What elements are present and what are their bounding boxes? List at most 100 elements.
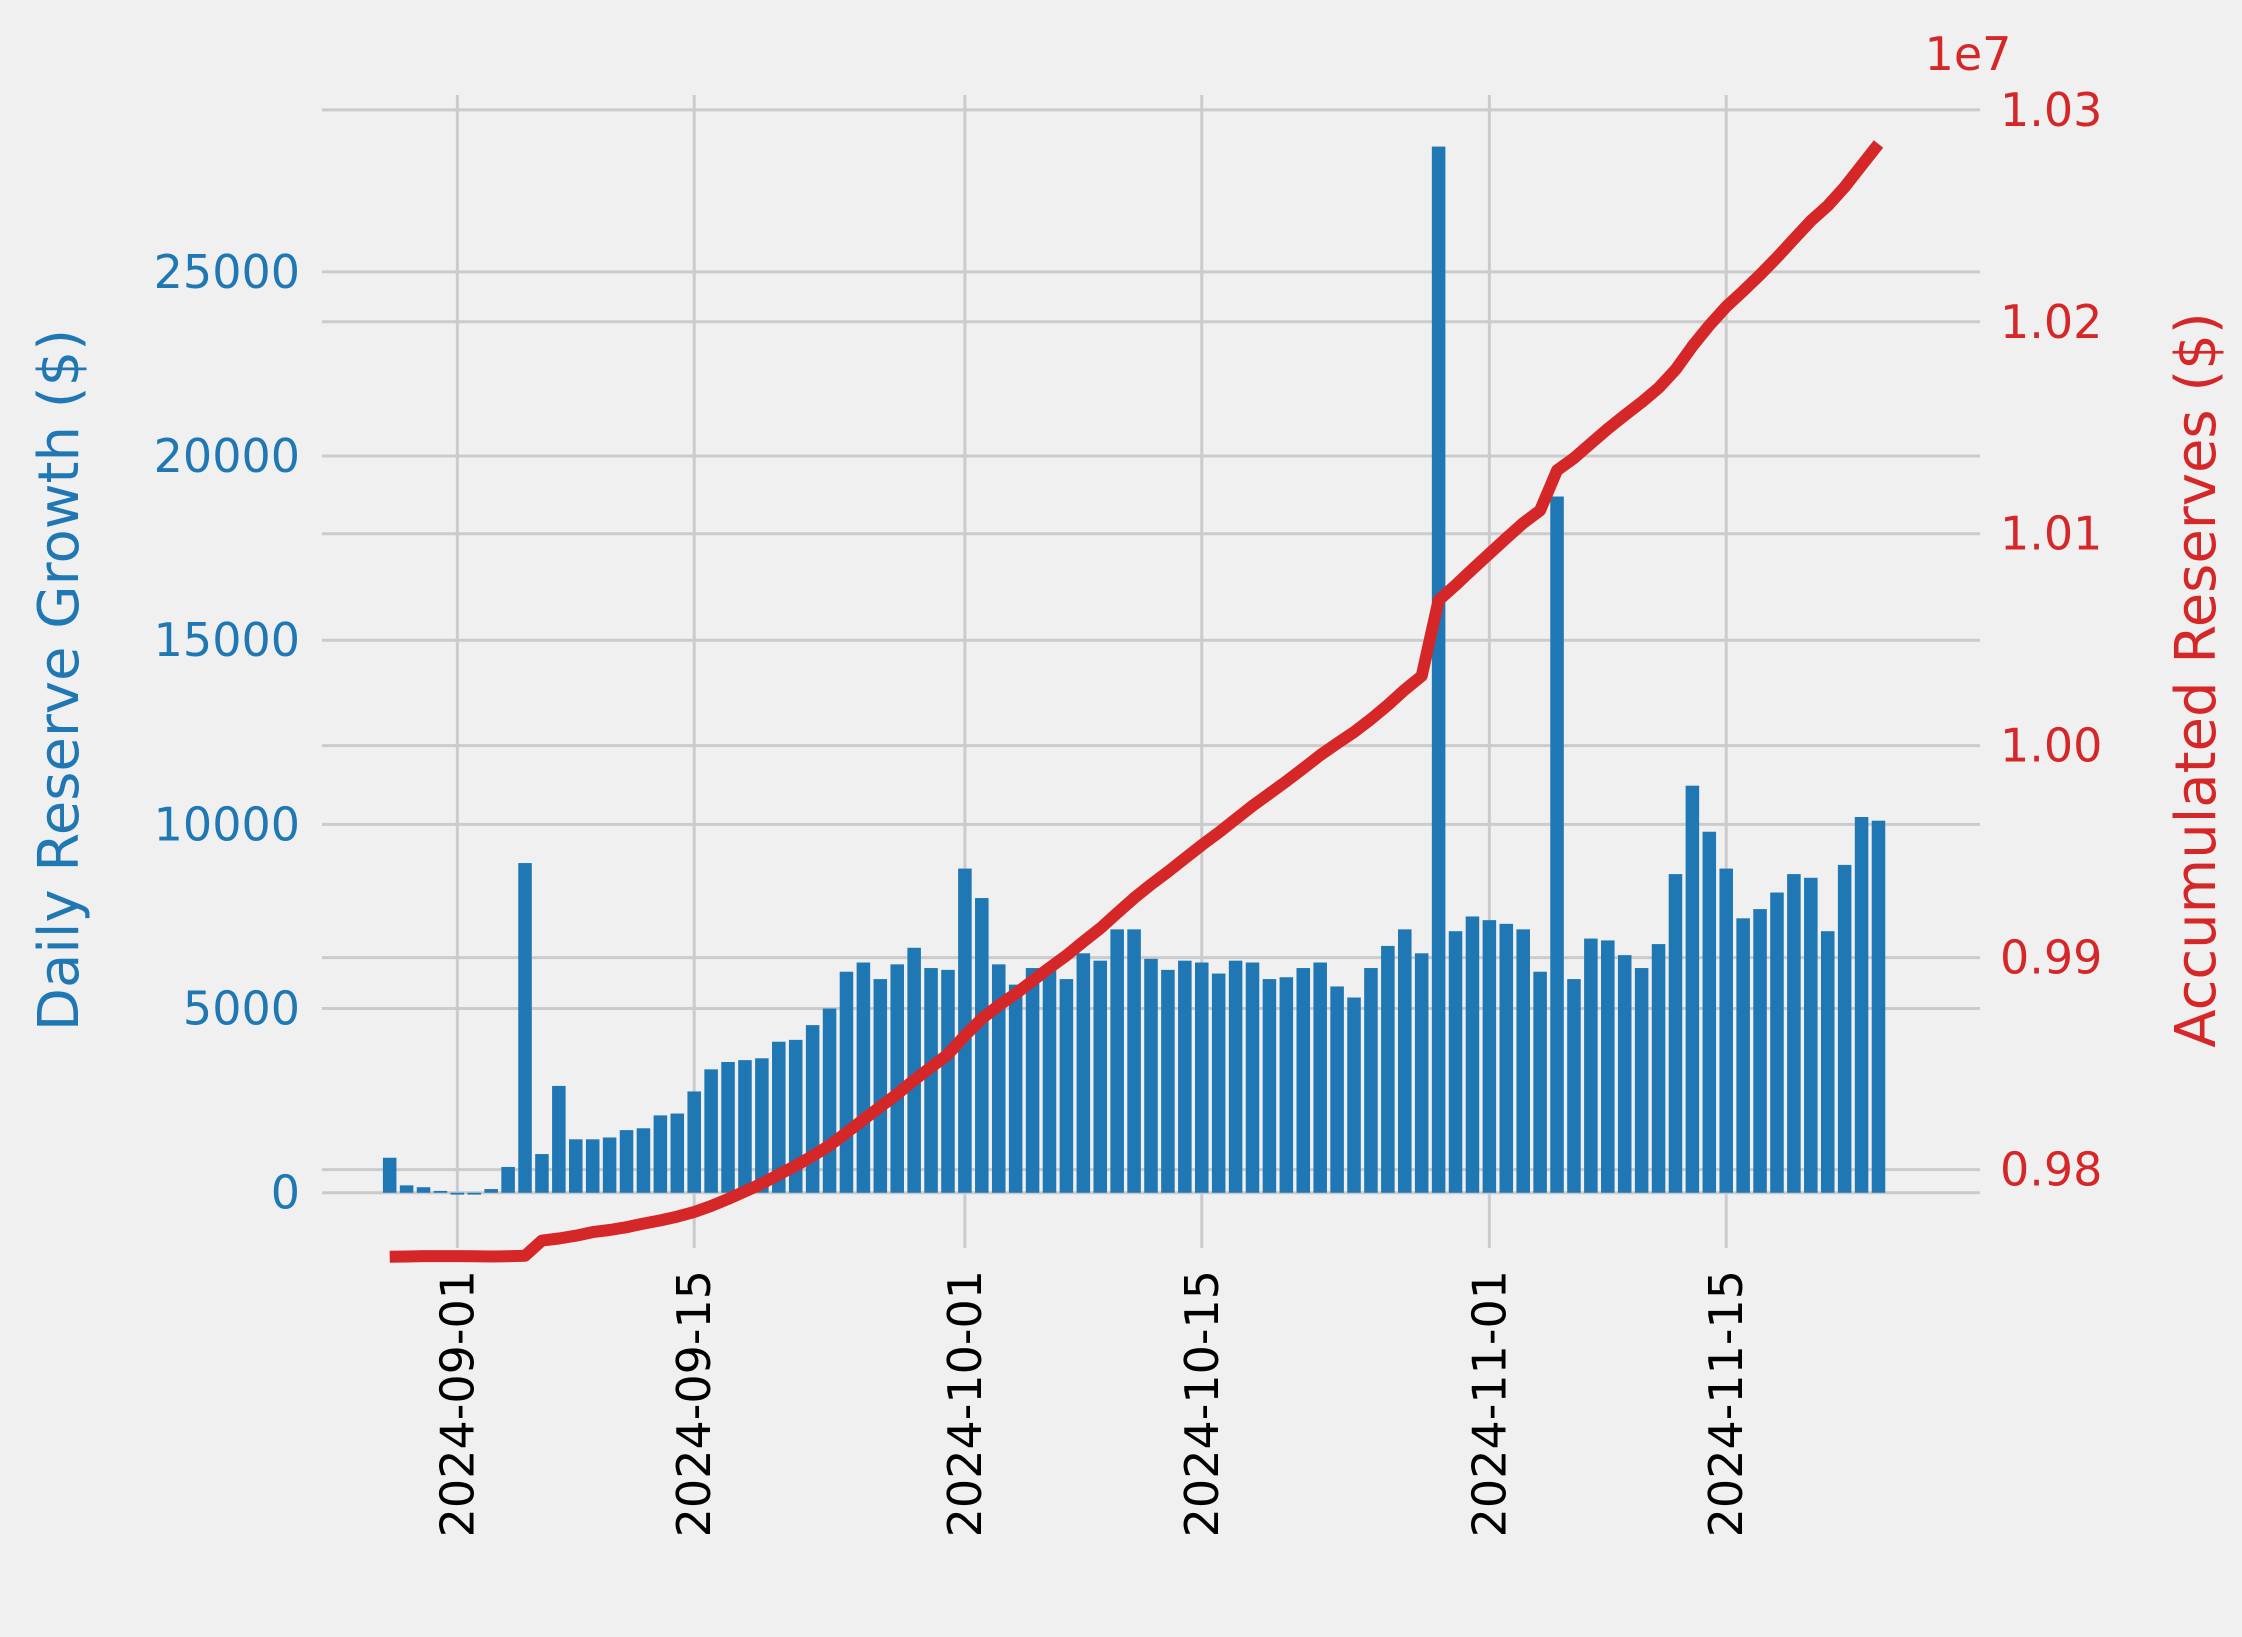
line-series (389, 140, 1884, 1263)
bar (1702, 831, 1717, 1193)
bar (1262, 979, 1277, 1193)
bar (382, 1157, 397, 1193)
bar (1617, 955, 1632, 1193)
right-axis-offset-text: 1e7 (1925, 27, 2012, 81)
x-axis-ticks: 2024-09-01 2024-09-15 2024-10-01 2024-10-15… (430, 1270, 1753, 1537)
bar (399, 1185, 414, 1193)
bar (501, 1166, 515, 1193)
bar (1347, 997, 1361, 1193)
x-tick-label: 2024-11-15 (1699, 1270, 1753, 1537)
bar (1076, 953, 1091, 1193)
bar (1567, 979, 1581, 1193)
left-tick-label: 5000 (183, 982, 300, 1036)
bar (1110, 929, 1124, 1193)
bar (1482, 920, 1497, 1193)
right-tick-label: 1.03 (2000, 83, 2102, 137)
right-tick-label: 0.99 (2000, 931, 2102, 985)
bar (653, 1115, 668, 1193)
bar (856, 962, 871, 1193)
bar (1008, 984, 1023, 1193)
bar (1584, 938, 1598, 1193)
bar (416, 1187, 431, 1193)
left-axis-ticks: 0 5000 10000 15000 20000 25000 (154, 245, 300, 1220)
x-tick-label: 2024-10-01 (938, 1270, 992, 1537)
bar (1059, 979, 1074, 1193)
bar (1719, 868, 1733, 1193)
bar (975, 898, 989, 1193)
bar (552, 1085, 566, 1193)
bar (772, 1041, 786, 1193)
bar (755, 1058, 769, 1193)
bar (1025, 968, 1040, 1193)
bar (1685, 785, 1700, 1193)
bar (484, 1189, 498, 1193)
bar (1787, 874, 1801, 1193)
bar (636, 1128, 651, 1193)
bar (1651, 944, 1666, 1193)
x-tick-label: 2024-09-01 (430, 1270, 484, 1537)
bar (1499, 923, 1514, 1193)
bar (1414, 953, 1429, 1193)
bar (941, 969, 955, 1193)
bar (1228, 960, 1243, 1193)
bar (1144, 958, 1158, 1193)
bar (873, 979, 888, 1193)
left-tick-label: 25000 (154, 245, 300, 299)
x-tick-label: 2024-10-15 (1175, 1270, 1229, 1537)
bar (1736, 918, 1750, 1193)
bar (822, 1008, 837, 1193)
bar (924, 968, 938, 1193)
bar (1668, 874, 1683, 1193)
bar (535, 1154, 549, 1193)
bar (1820, 931, 1835, 1193)
bar (1161, 969, 1175, 1193)
bar (1770, 892, 1784, 1193)
x-tick-label: 2024-09-15 (667, 1270, 721, 1537)
bar (805, 1025, 820, 1193)
left-axis-label: Daily Reserve Growth ($) (27, 329, 92, 1031)
bar (1804, 877, 1818, 1193)
right-tick-label: 0.98 (2000, 1143, 2102, 1197)
bar (433, 1190, 448, 1193)
bar (991, 964, 1006, 1193)
bar (1854, 817, 1869, 1193)
x-tick-label: 2024-11-01 (1462, 1270, 1516, 1537)
left-tick-label: 15000 (154, 613, 300, 667)
accumulated-line (389, 140, 1884, 1263)
right-tick-label: 1.02 (2000, 295, 2102, 349)
left-tick-label: 10000 (154, 797, 300, 851)
bar (890, 964, 904, 1193)
bar (1279, 977, 1294, 1193)
bar (1634, 968, 1649, 1193)
bar (1398, 929, 1412, 1193)
bar (467, 1192, 482, 1195)
bar (1194, 962, 1209, 1193)
bar (1837, 864, 1852, 1193)
bar (1448, 931, 1463, 1193)
bar (1465, 916, 1480, 1193)
left-tick-label: 0 (271, 1166, 300, 1220)
bar (1364, 968, 1378, 1193)
left-tick-label: 20000 (154, 429, 300, 483)
bar (687, 1091, 701, 1193)
bar (1313, 962, 1327, 1193)
bar (1381, 945, 1395, 1193)
bar (585, 1139, 600, 1193)
bar (602, 1137, 617, 1193)
bar (907, 947, 921, 1193)
bar (1042, 969, 1057, 1193)
bar (721, 1061, 735, 1193)
bar (1753, 909, 1767, 1193)
bar (839, 971, 854, 1193)
bar (704, 1069, 718, 1193)
bar (788, 1039, 803, 1193)
bar (450, 1192, 465, 1195)
bar-series (382, 146, 1886, 1195)
bar (1431, 146, 1446, 1193)
bar (1127, 929, 1141, 1193)
bar (738, 1060, 752, 1193)
bar (1871, 820, 1886, 1193)
bar (1093, 960, 1108, 1193)
